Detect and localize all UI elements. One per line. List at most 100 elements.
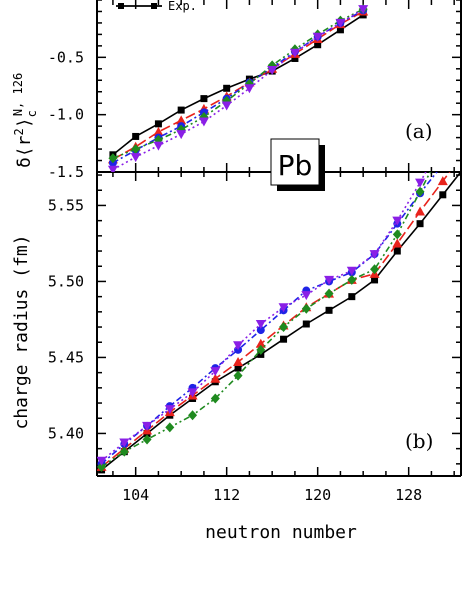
series-line-b-0 (101, 172, 461, 471)
data-point-b-1 (210, 373, 221, 383)
data-point-b-0 (234, 364, 242, 372)
data-point-b-0 (393, 247, 401, 255)
data-point-a-4 (335, 18, 346, 28)
panel-a-ytick-labels: -0.5 -1.0 -1.5 (48, 48, 84, 181)
data-point-a-0 (200, 95, 208, 103)
element-label-box: Pb (270, 138, 325, 191)
data-point-a-4 (107, 165, 118, 172)
data-point-b-3 (165, 422, 175, 433)
data-point-b-2 (256, 326, 265, 335)
legend-exp-label: Exp. (168, 0, 197, 13)
data-point-b-4 (278, 303, 289, 313)
data-point-b-4 (255, 320, 266, 329)
legend: Exp. (116, 0, 197, 13)
data-point-a-4 (221, 101, 232, 111)
data-point-a-4 (312, 32, 323, 42)
data-point-b-0 (302, 320, 310, 328)
data-point-a-0 (336, 26, 344, 34)
panel-a-frame (96, 0, 462, 172)
ytick-label: 5.40 (48, 424, 84, 442)
data-point-b-1 (392, 238, 403, 248)
data-point-b-0 (348, 293, 356, 301)
data-point-b-3 (347, 274, 357, 285)
data-point-b-0 (439, 191, 447, 199)
xtick-label: 128 (395, 486, 422, 504)
data-point-a-4 (153, 141, 164, 151)
xtick-label: 104 (122, 486, 149, 504)
data-point-a-4 (198, 117, 209, 127)
panel-a-ylabel: δ⟨r2⟩cN, 126 (11, 73, 39, 168)
series-line-a-4 (112, 8, 364, 171)
data-point-b-3 (301, 303, 311, 314)
data-point-b-4 (142, 421, 153, 431)
series-line-a-1 (112, 10, 364, 161)
data-point-b-4 (346, 266, 357, 276)
data-point-b-3 (210, 393, 220, 404)
data-point-b-4 (392, 216, 403, 226)
data-point-b-1 (437, 176, 448, 186)
data-point-b-4 (97, 456, 107, 466)
panel-b-series (97, 160, 461, 474)
xtick-label: 112 (213, 486, 240, 504)
data-point-b-4 (119, 438, 130, 448)
legend-exp-marker (151, 3, 157, 9)
data-point-a-0 (291, 54, 299, 62)
data-point-a-3 (108, 153, 118, 164)
data-point-b-3 (142, 434, 152, 445)
data-point-b-4 (210, 367, 221, 377)
element-label: Pb (278, 149, 313, 182)
axis-ticks (97, 0, 461, 476)
data-point-b-0 (325, 306, 333, 314)
legend-exp-marker (118, 3, 124, 9)
data-point-b-4 (187, 388, 198, 398)
panel-b-ytick-labels: 5.40 5.45 5.50 5.55 (48, 196, 84, 442)
series-line-a-3 (112, 8, 364, 159)
data-point-b-1 (233, 357, 244, 366)
data-point-b-4 (233, 341, 244, 351)
panel-b-ylabel: charge radius (fm) (11, 234, 32, 429)
data-point-b-3 (392, 229, 402, 240)
data-point-b-3 (233, 370, 243, 381)
data-point-b-4 (164, 405, 175, 415)
data-point-b-3 (324, 288, 334, 299)
data-point-b-0 (280, 335, 288, 343)
data-point-a-1 (176, 115, 187, 125)
data-point-a-0 (314, 41, 322, 49)
ytick-label: -0.5 (48, 48, 84, 66)
series-line-b-4 (101, 172, 427, 462)
data-point-b-3 (415, 186, 425, 197)
ytick-label: 5.50 (48, 272, 84, 290)
data-point-b-1 (255, 338, 266, 348)
data-point-a-4 (358, 5, 369, 15)
data-point-a-0 (132, 132, 140, 140)
data-point-b-3 (119, 446, 129, 457)
data-point-a-1 (153, 126, 164, 136)
panel-b-tag: (b) (405, 429, 433, 453)
data-point-b-2 (439, 160, 447, 168)
data-point-a-3 (131, 144, 141, 155)
panel-a-tag: (a) (405, 119, 433, 143)
data-point-a-0 (223, 84, 231, 92)
data-point-b-1 (415, 206, 426, 216)
data-point-a-4 (244, 84, 255, 94)
panel-a-series (107, 4, 369, 172)
ytick-label: -1.5 (48, 163, 84, 181)
data-point-a-4 (176, 130, 187, 140)
data-point-a-4 (289, 48, 300, 58)
ytick-label: 5.55 (48, 196, 84, 214)
data-point-a-4 (130, 153, 141, 163)
data-point-a-0 (154, 120, 162, 128)
data-point-b-3 (188, 410, 198, 421)
data-point-a-4 (267, 65, 278, 75)
data-point-b-3 (370, 264, 380, 275)
data-point-b-4 (301, 291, 312, 301)
data-point-b-0 (371, 276, 379, 284)
data-point-b-3 (279, 322, 289, 333)
data-point-b-4 (324, 275, 335, 285)
x-axis-label: neutron number (205, 522, 357, 543)
data-point-b-3 (97, 461, 107, 472)
xtick-label: 120 (304, 486, 331, 504)
data-point-b-0 (416, 220, 424, 228)
xtick-labels: 104 112 120 128 (122, 486, 422, 504)
